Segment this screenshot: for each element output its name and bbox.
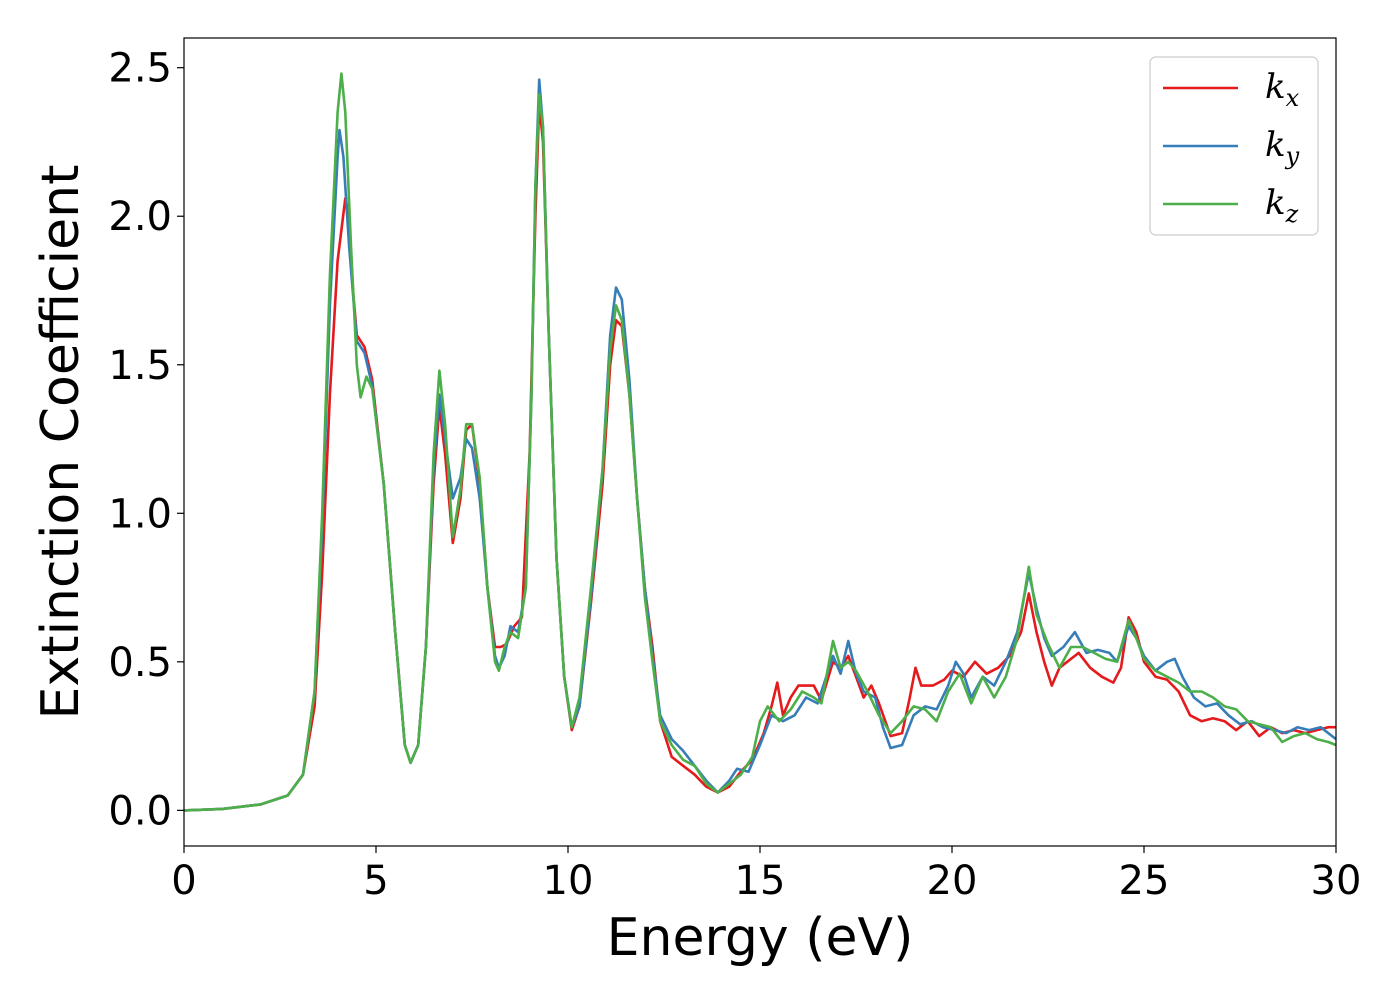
y-tick-label: 0.0 xyxy=(108,788,172,834)
x-tick-label: 5 xyxy=(363,858,388,904)
x-tick-label: 10 xyxy=(543,858,594,904)
y-axis-label: Extinction Coefficient xyxy=(31,165,91,720)
x-tick-label: 0 xyxy=(171,858,196,904)
y-ticks: 0.0 0.5 1.0 1.5 2.0 2.5 xyxy=(108,46,184,834)
y-tick-label: 2.5 xyxy=(108,46,172,92)
x-ticks: 0 5 10 15 20 25 30 xyxy=(171,846,1361,904)
legend-label-k-y: ky xyxy=(1265,125,1300,170)
x-tick-label: 30 xyxy=(1311,858,1362,904)
x-tick-label: 15 xyxy=(735,858,786,904)
y-tick-label: 1.0 xyxy=(108,491,172,537)
legend-label-k-x: kx xyxy=(1265,67,1300,112)
x-axis-label: Energy (eV) xyxy=(607,908,914,968)
y-tick-label: 0.5 xyxy=(108,640,172,686)
series-layer xyxy=(184,72,1336,812)
x-tick-label: 25 xyxy=(1119,858,1170,904)
x-tick-label: 20 xyxy=(927,858,978,904)
legend: kx ky kz xyxy=(1149,56,1319,236)
y-tick-label: 1.5 xyxy=(108,343,172,389)
y-tick-label: 2.0 xyxy=(108,194,172,240)
series-line-k-z xyxy=(184,72,1336,812)
legend-label-k-z: kz xyxy=(1265,183,1299,228)
